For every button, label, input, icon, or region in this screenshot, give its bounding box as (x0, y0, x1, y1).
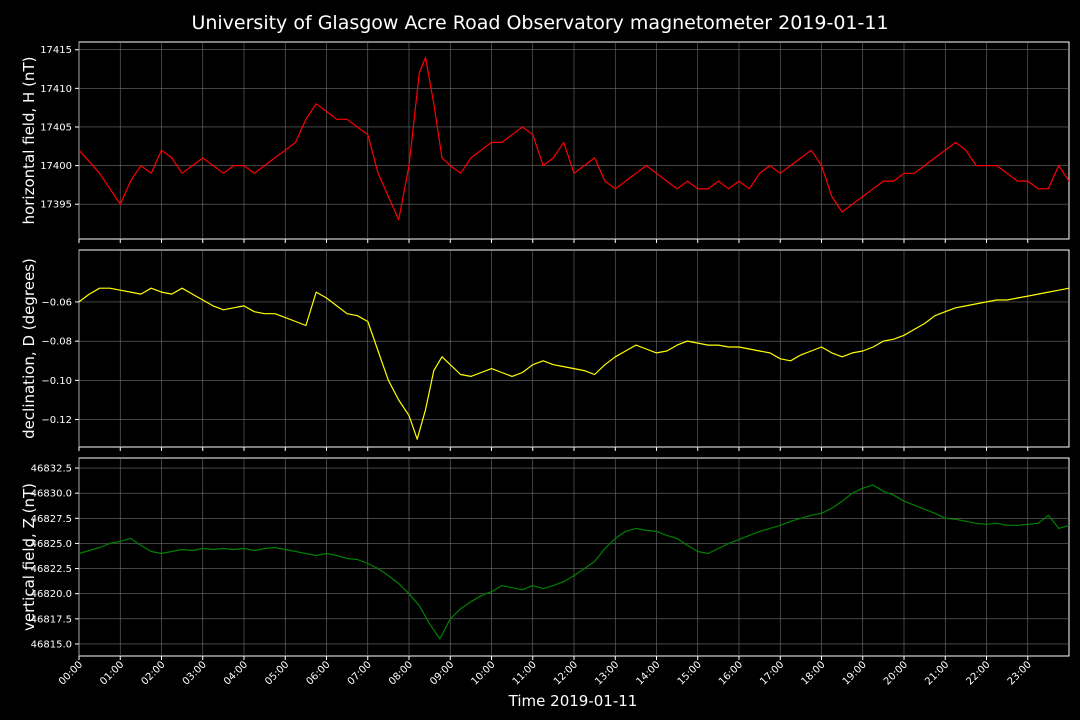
y-tick-label: 46817.5 (31, 614, 72, 625)
x-tick-label: 09:00 (428, 659, 456, 687)
y-tick-label: 46822.5 (31, 564, 72, 575)
y-tick-label: 46815.0 (31, 639, 72, 650)
x-tick-label: 06:00 (304, 659, 332, 687)
x-tick-label: 02:00 (139, 659, 167, 687)
x-tick-label: 22:00 (964, 659, 992, 687)
y-tick-label: −0.08 (41, 337, 72, 348)
y-tick-label: 46820.0 (31, 589, 72, 600)
series-line (78, 484, 1070, 640)
chart-title: University of Glasgow Acre Road Observat… (191, 12, 888, 34)
x-axis: 00:00 01:00 02:00 03:00 04:00 05:00 06:00 07:00… (57, 659, 1034, 687)
x-tick-label: 11:00 (511, 659, 539, 687)
y-axis-label: vertical field, Z (nT) (20, 483, 38, 631)
x-tick-label: 20:00 (882, 659, 910, 687)
y-tick-label: −0.10 (41, 376, 72, 387)
y-tick-label: 17395 (40, 200, 72, 211)
x-tick-label: 00:00 (57, 659, 85, 687)
x-tick-label: 14:00 (634, 659, 662, 687)
x-tick-label: 01:00 (98, 659, 126, 687)
x-tick-label: 19:00 (841, 659, 869, 687)
x-tick-label: 03:00 (181, 659, 209, 687)
x-tick-label: 07:00 (346, 659, 374, 687)
y-tick-label: 46827.5 (31, 514, 72, 525)
x-tick-label: 23:00 (1006, 659, 1034, 687)
y-axis-label: horizontal field, H (nT) (20, 57, 38, 225)
y-tick-label: 17400 (40, 161, 72, 172)
x-tick-label: 08:00 (387, 659, 415, 687)
y-tick-label: 46830.0 (31, 489, 72, 500)
x-tick-label: 10:00 (469, 659, 497, 687)
x-tick-label: 13:00 (593, 659, 621, 687)
series-line (78, 56, 1070, 221)
y-tick-label: −0.12 (41, 415, 72, 426)
x-tick-label: 17:00 (758, 659, 786, 687)
panel-3: 46815.0 46817.5 46820.0 46822.5 46825.0 46827… (20, 457, 1070, 660)
y-tick-label: −0.06 (41, 297, 72, 308)
x-tick-label: 21:00 (923, 659, 951, 687)
y-tick-label: 17410 (40, 84, 72, 95)
x-tick-label: 15:00 (676, 659, 704, 687)
y-tick-label: 46825.0 (31, 539, 72, 550)
x-tick-label: 04:00 (222, 659, 250, 687)
y-tick-label: 46832.5 (31, 464, 72, 475)
y-tick-label: 17405 (40, 122, 72, 133)
x-tick-label: 05:00 (263, 659, 291, 687)
x-axis-label: Time 2019-01-11 (508, 692, 638, 710)
x-tick-label: 18:00 (799, 659, 827, 687)
y-axis-label: declination, D (degrees) (20, 258, 38, 439)
series-line (78, 287, 1070, 440)
y-tick-label: 17415 (40, 45, 72, 56)
x-tick-label: 12:00 (552, 659, 580, 687)
x-tick-label: 16:00 (717, 659, 745, 687)
